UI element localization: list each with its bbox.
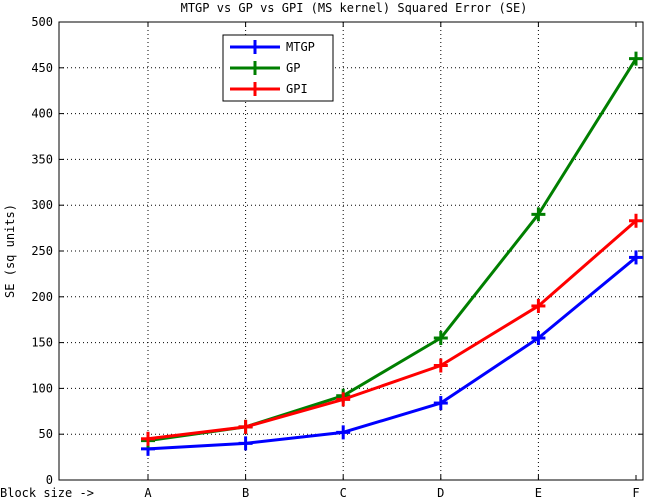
x-tick-label: D: [437, 486, 444, 500]
data-point: [336, 425, 351, 440]
y-axis-label: SE (sq units): [3, 204, 17, 298]
y-axis-ticks: 0 50 100 150 200 250 300 350 400 450 500: [31, 15, 643, 487]
data-point: [141, 431, 155, 446]
data-point: [531, 298, 546, 313]
x-tick-label: F: [632, 486, 639, 500]
legend-label: MTGP: [286, 40, 315, 54]
series-mtgp: [141, 250, 643, 456]
data-point: [629, 51, 643, 66]
series-layer: [141, 51, 643, 456]
data-point: [531, 331, 546, 346]
x-axis-label: Block size ->: [0, 486, 94, 500]
y-tick-label: 150: [31, 336, 53, 350]
legend-label: GP: [286, 61, 300, 75]
y-tick-label: 200: [31, 290, 53, 304]
data-point: [531, 207, 546, 222]
legend-entry-gpi: GPI: [230, 82, 308, 96]
y-tick-label: 350: [31, 152, 53, 166]
x-axis-ticks: A B C D E F: [144, 22, 640, 500]
y-tick-label: 400: [31, 107, 53, 121]
chart-title: MTGP vs GP vs GPI (MS kernel) Squared Er…: [181, 1, 528, 15]
data-point: [336, 392, 351, 407]
data-point: [629, 250, 643, 265]
y-tick-label: 100: [31, 381, 53, 395]
y-tick-label: 50: [39, 427, 53, 441]
y-tick-label: 500: [31, 15, 53, 29]
y-tick-label: 250: [31, 244, 53, 258]
data-point: [238, 419, 253, 434]
x-tick-label: B: [242, 486, 249, 500]
x-tick-label: A: [144, 486, 152, 500]
y-tick-label: 300: [31, 198, 53, 212]
data-point: [433, 396, 448, 411]
x-tick-label: C: [340, 486, 347, 500]
y-tick-label: 0: [46, 473, 53, 487]
legend-entry-gp: GP: [230, 61, 300, 75]
legend-label: GPI: [286, 82, 308, 96]
data-point: [433, 358, 448, 373]
data-point: [629, 213, 643, 228]
legend: MTGP GP GPI: [222, 34, 334, 102]
data-point: [238, 436, 253, 451]
data-point: [433, 331, 448, 346]
legend-entry-mtgp: MTGP: [230, 40, 315, 54]
y-tick-label: 450: [31, 61, 53, 75]
series-line: [147, 219, 637, 441]
x-tick-label: E: [535, 486, 542, 500]
series-gpi: [141, 213, 643, 446]
series-line: [147, 256, 637, 451]
plot-grid: [59, 22, 643, 480]
